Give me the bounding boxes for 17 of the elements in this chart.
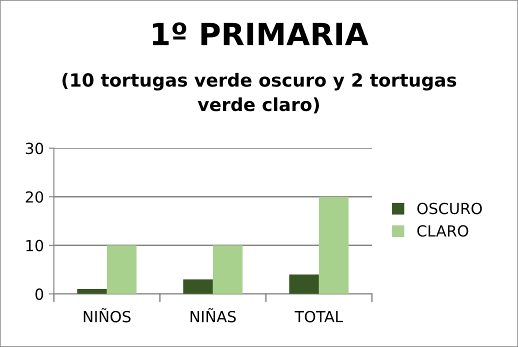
legend-label: OSCURO <box>417 202 482 214</box>
bar <box>212 245 243 294</box>
bar <box>77 289 107 294</box>
x-tick-label: TOTAL <box>294 310 344 322</box>
bar <box>183 279 213 294</box>
bar <box>318 196 349 294</box>
bar <box>106 245 137 294</box>
legend-label: CLARO <box>417 225 468 237</box>
y-tick-label: 10 <box>26 240 44 252</box>
y-tick-label: 20 <box>26 191 44 203</box>
chart-subtitle: (10 tortugas verde oscuro y 2 tortugas verde claro) <box>62 72 456 114</box>
x-tick-label: NIÑAS <box>190 308 236 322</box>
y-tick-label: 30 <box>26 142 44 154</box>
y-tick-label: 0 <box>35 288 44 300</box>
bar <box>289 274 319 294</box>
x-tick-label: NIÑOS <box>84 308 131 322</box>
chart-title: 1º PRIMARIA <box>152 22 368 46</box>
